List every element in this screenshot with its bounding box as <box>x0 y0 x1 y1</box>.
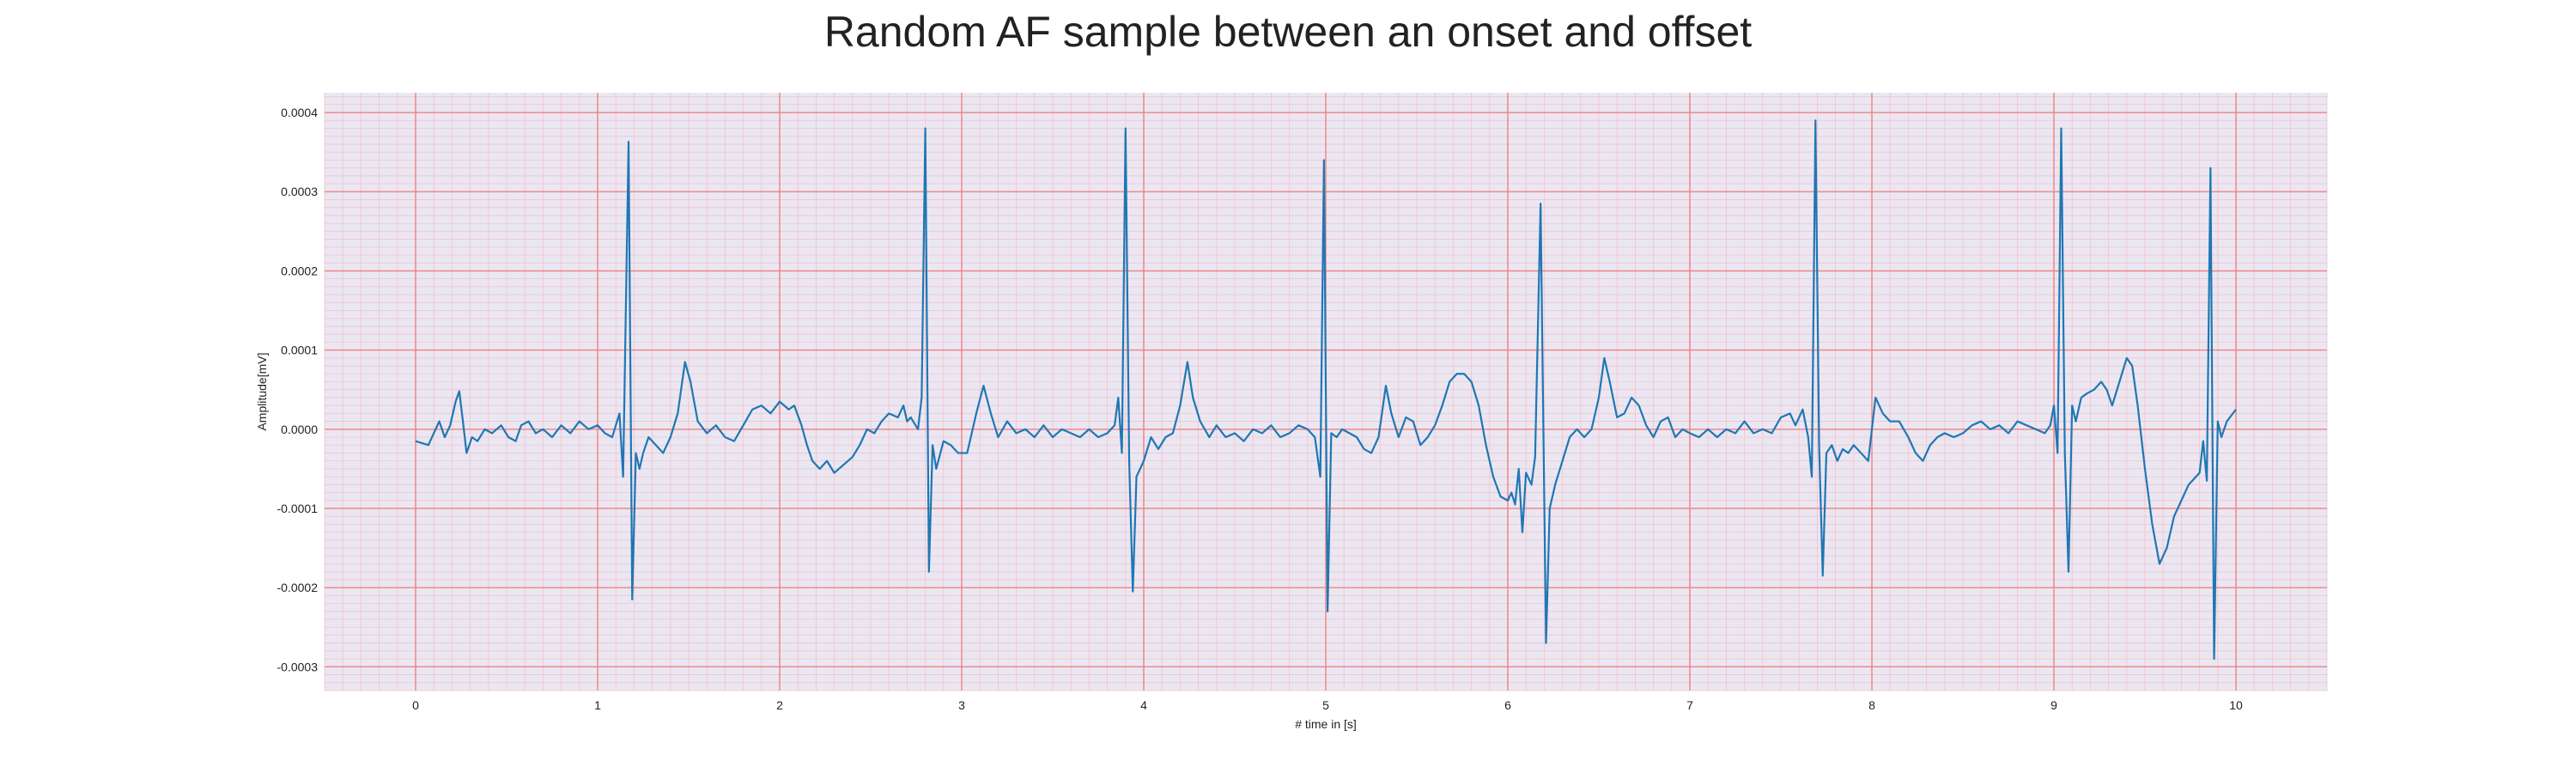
x-tick-label: 5 <box>1322 698 1329 712</box>
x-tick-label: 2 <box>776 698 783 712</box>
chart-title: Random AF sample between an onset and of… <box>823 8 1753 56</box>
y-tick-label: 0.0001 <box>281 344 318 357</box>
y-tick-label: -0.0002 <box>277 581 319 594</box>
x-tick-label: 9 <box>2050 698 2057 712</box>
x-tick-label: 1 <box>594 698 601 712</box>
y-tick-label: 0.0002 <box>281 264 318 277</box>
x-tick-label: 0 <box>412 698 419 712</box>
y-tick-label: -0.0001 <box>277 502 319 515</box>
x-tick-label: 7 <box>1686 698 1693 712</box>
y-tick-label: 0.0000 <box>281 423 318 436</box>
y-tick-label: -0.0003 <box>277 660 319 673</box>
x-axis-ticks: 0 1 2 3 4 5 6 7 8 9 10 <box>412 698 2243 712</box>
x-tick-label: 3 <box>958 698 965 712</box>
x-tick-label: 4 <box>1140 698 1147 712</box>
y-tick-label: 0.0004 <box>281 106 318 119</box>
x-tick-label: 10 <box>2229 698 2243 712</box>
x-axis-label: # time in [s] <box>1295 717 1357 731</box>
major-grid <box>325 93 2327 691</box>
series-line <box>415 119 2237 660</box>
x-tick-label: 6 <box>1504 698 1511 712</box>
y-tick-label: 0.0003 <box>281 185 318 198</box>
series-layer <box>415 119 2237 660</box>
y-axis-ticks: 0.0004 0.0003 0.0002 0.0001 0.0000 -0.0001 -0.… <box>277 106 319 673</box>
y-axis-label: Amplitude[mV] <box>255 352 269 430</box>
x-tick-label: 8 <box>1868 698 1875 712</box>
